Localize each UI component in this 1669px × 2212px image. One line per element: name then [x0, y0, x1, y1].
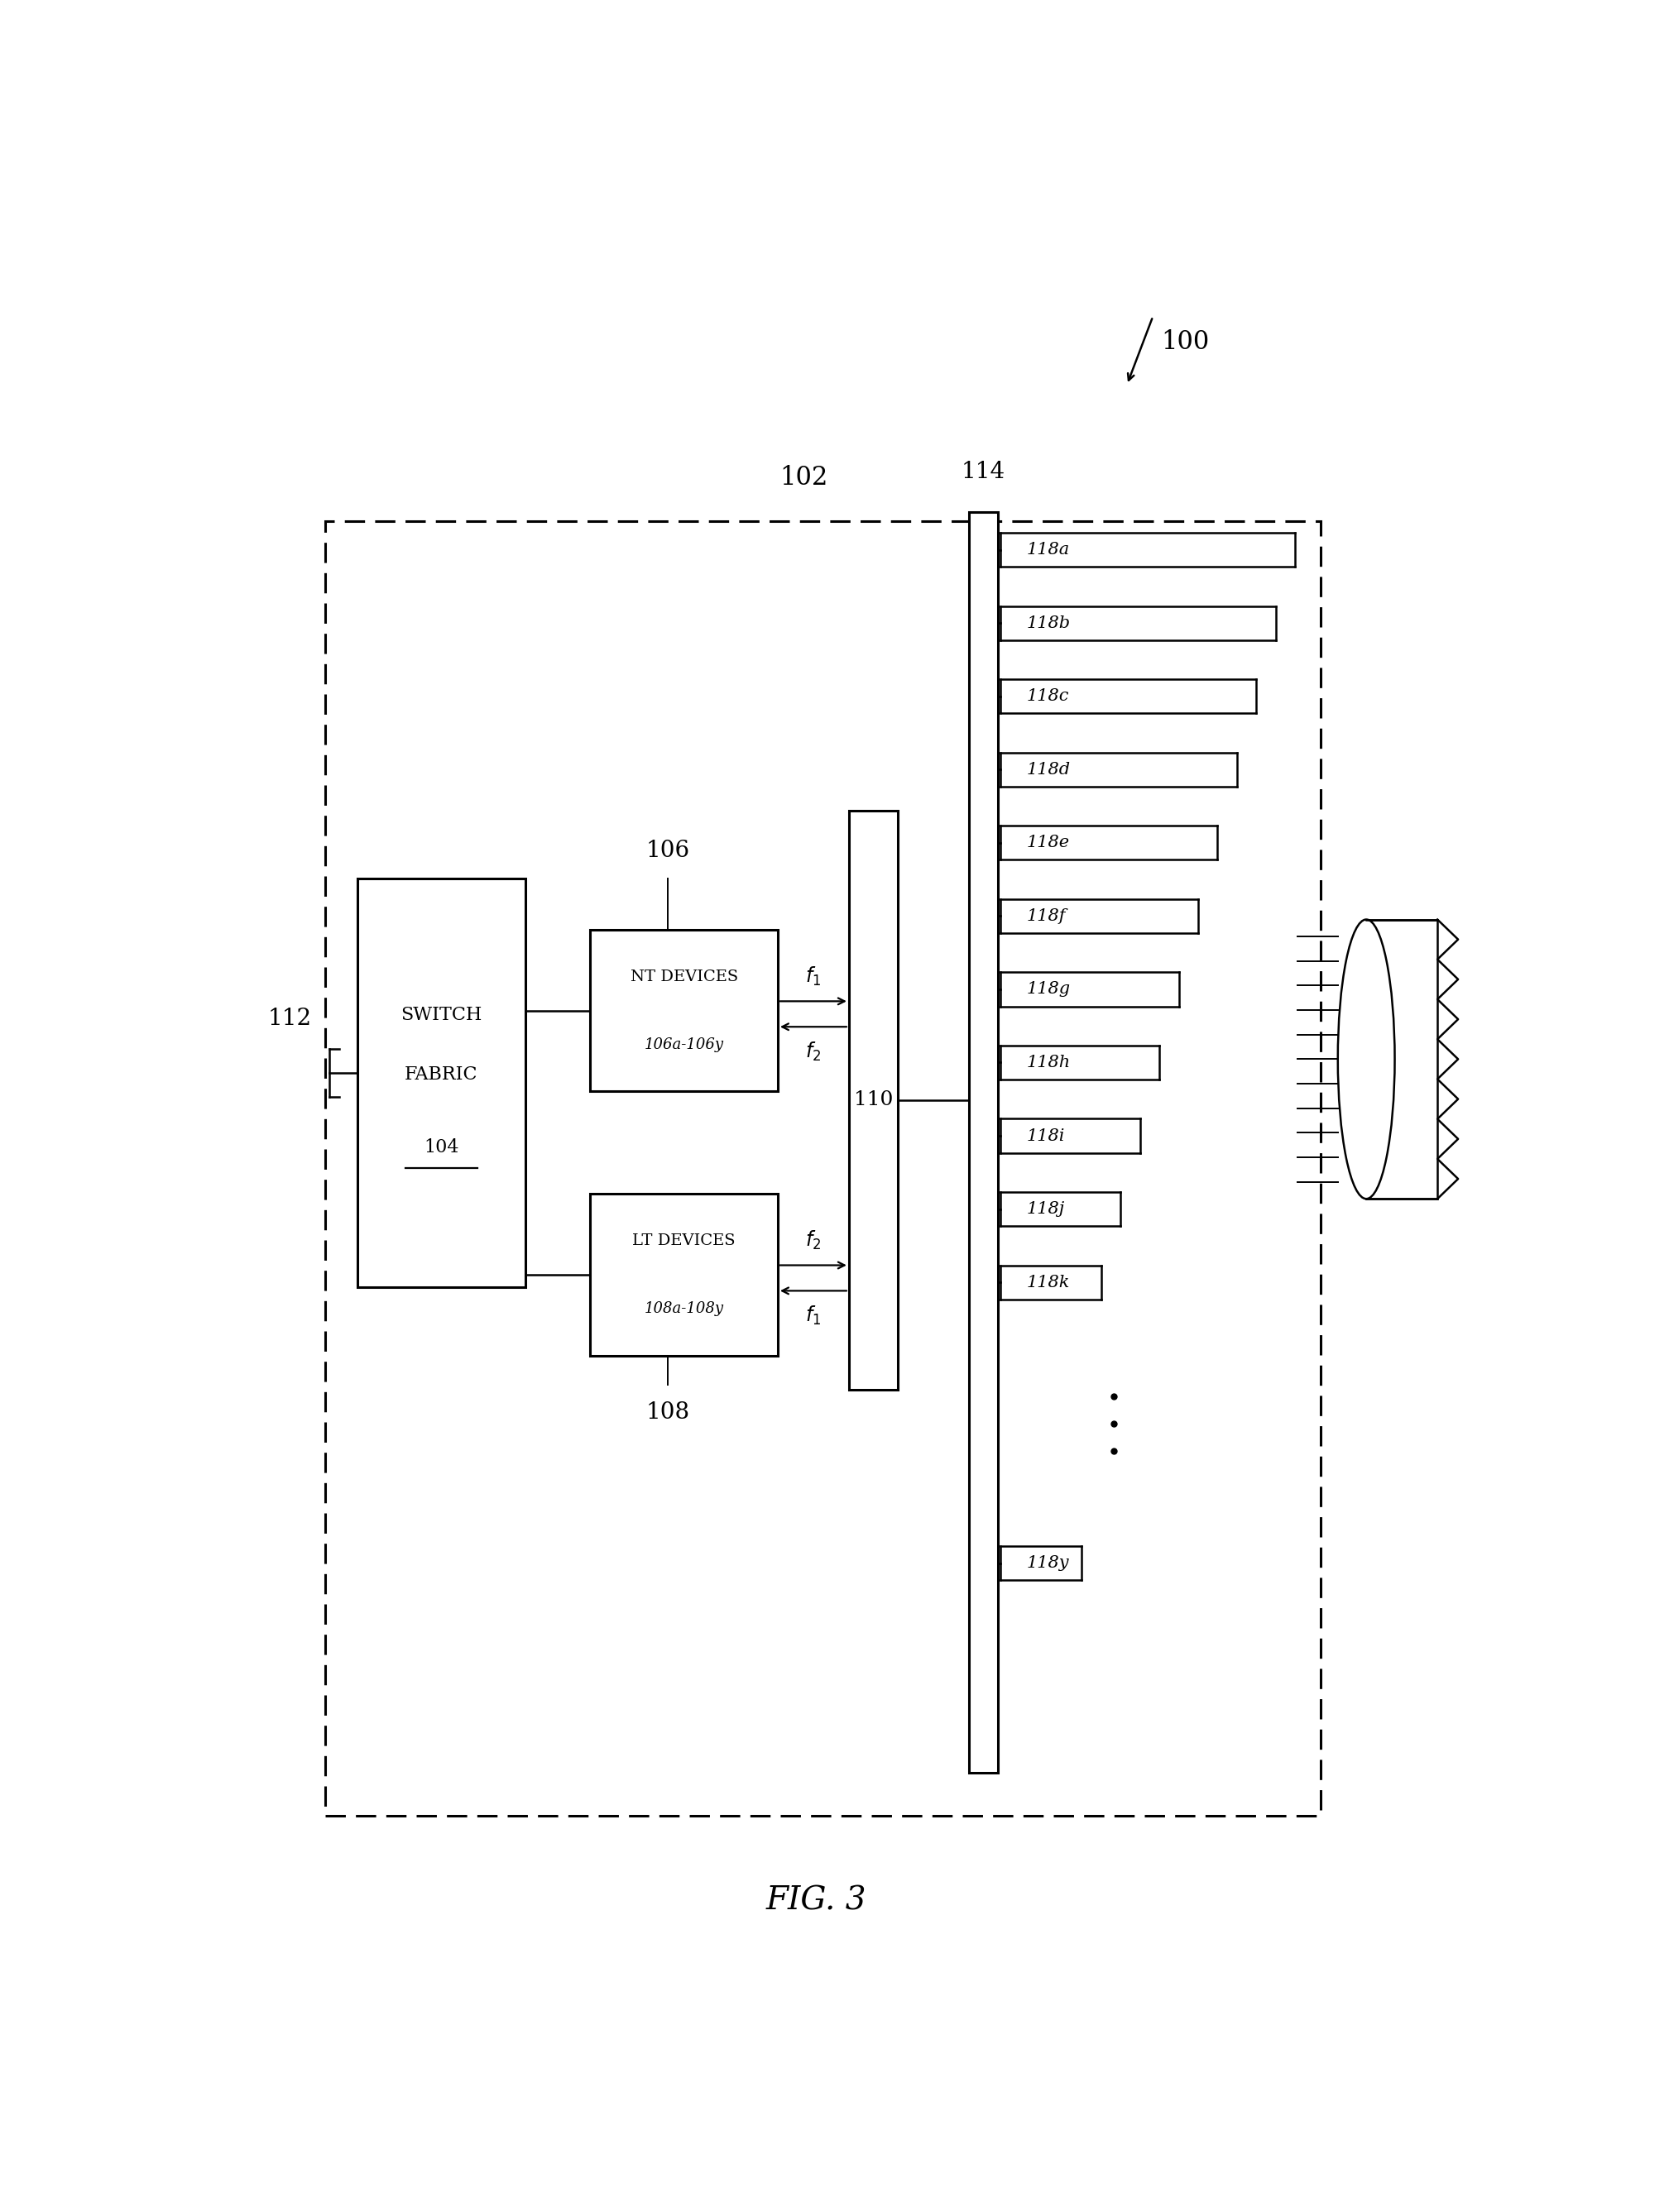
Bar — [591, 929, 778, 1091]
Text: SWITCH: SWITCH — [401, 1006, 482, 1024]
Text: 110: 110 — [855, 1091, 893, 1110]
Text: 118k: 118k — [1026, 1274, 1070, 1290]
Text: $f_2$: $f_2$ — [806, 1040, 821, 1064]
Text: 106a-106y: 106a-106y — [644, 1037, 724, 1053]
Bar — [357, 878, 526, 1287]
Bar — [850, 810, 898, 1389]
Text: 108a-108y: 108a-108y — [644, 1301, 724, 1316]
Text: 118d: 118d — [1026, 761, 1070, 776]
Text: 100: 100 — [1162, 330, 1210, 354]
Text: LT DEVICES: LT DEVICES — [633, 1232, 736, 1248]
Text: 118a: 118a — [1026, 542, 1070, 557]
Text: 118g: 118g — [1026, 982, 1070, 998]
Text: 108: 108 — [646, 1402, 689, 1425]
Bar — [591, 1194, 778, 1356]
Text: $f_2$: $f_2$ — [806, 1230, 821, 1252]
Text: 118f: 118f — [1026, 909, 1065, 925]
Text: 102: 102 — [779, 465, 828, 491]
Text: 118i: 118i — [1026, 1128, 1065, 1144]
Text: 104: 104 — [424, 1139, 459, 1157]
Text: NT DEVICES: NT DEVICES — [631, 969, 738, 984]
Text: 118j: 118j — [1026, 1201, 1065, 1217]
Text: $f_1$: $f_1$ — [806, 1305, 821, 1327]
Bar — [970, 513, 998, 1772]
Text: 118h: 118h — [1026, 1055, 1070, 1071]
Text: 112: 112 — [269, 1009, 312, 1031]
Text: FIG. 3: FIG. 3 — [766, 1885, 866, 1916]
Text: 118e: 118e — [1026, 834, 1070, 852]
Text: 118b: 118b — [1026, 615, 1070, 630]
Text: 114: 114 — [961, 460, 1005, 484]
Text: $f_1$: $f_1$ — [806, 964, 821, 987]
Text: FABRIC: FABRIC — [406, 1066, 477, 1084]
Ellipse shape — [1339, 920, 1395, 1199]
Text: 106: 106 — [646, 838, 689, 863]
Bar — [325, 520, 1322, 1816]
Bar — [1367, 920, 1437, 1199]
Text: 118c: 118c — [1026, 688, 1068, 703]
Text: 118y: 118y — [1026, 1555, 1068, 1571]
